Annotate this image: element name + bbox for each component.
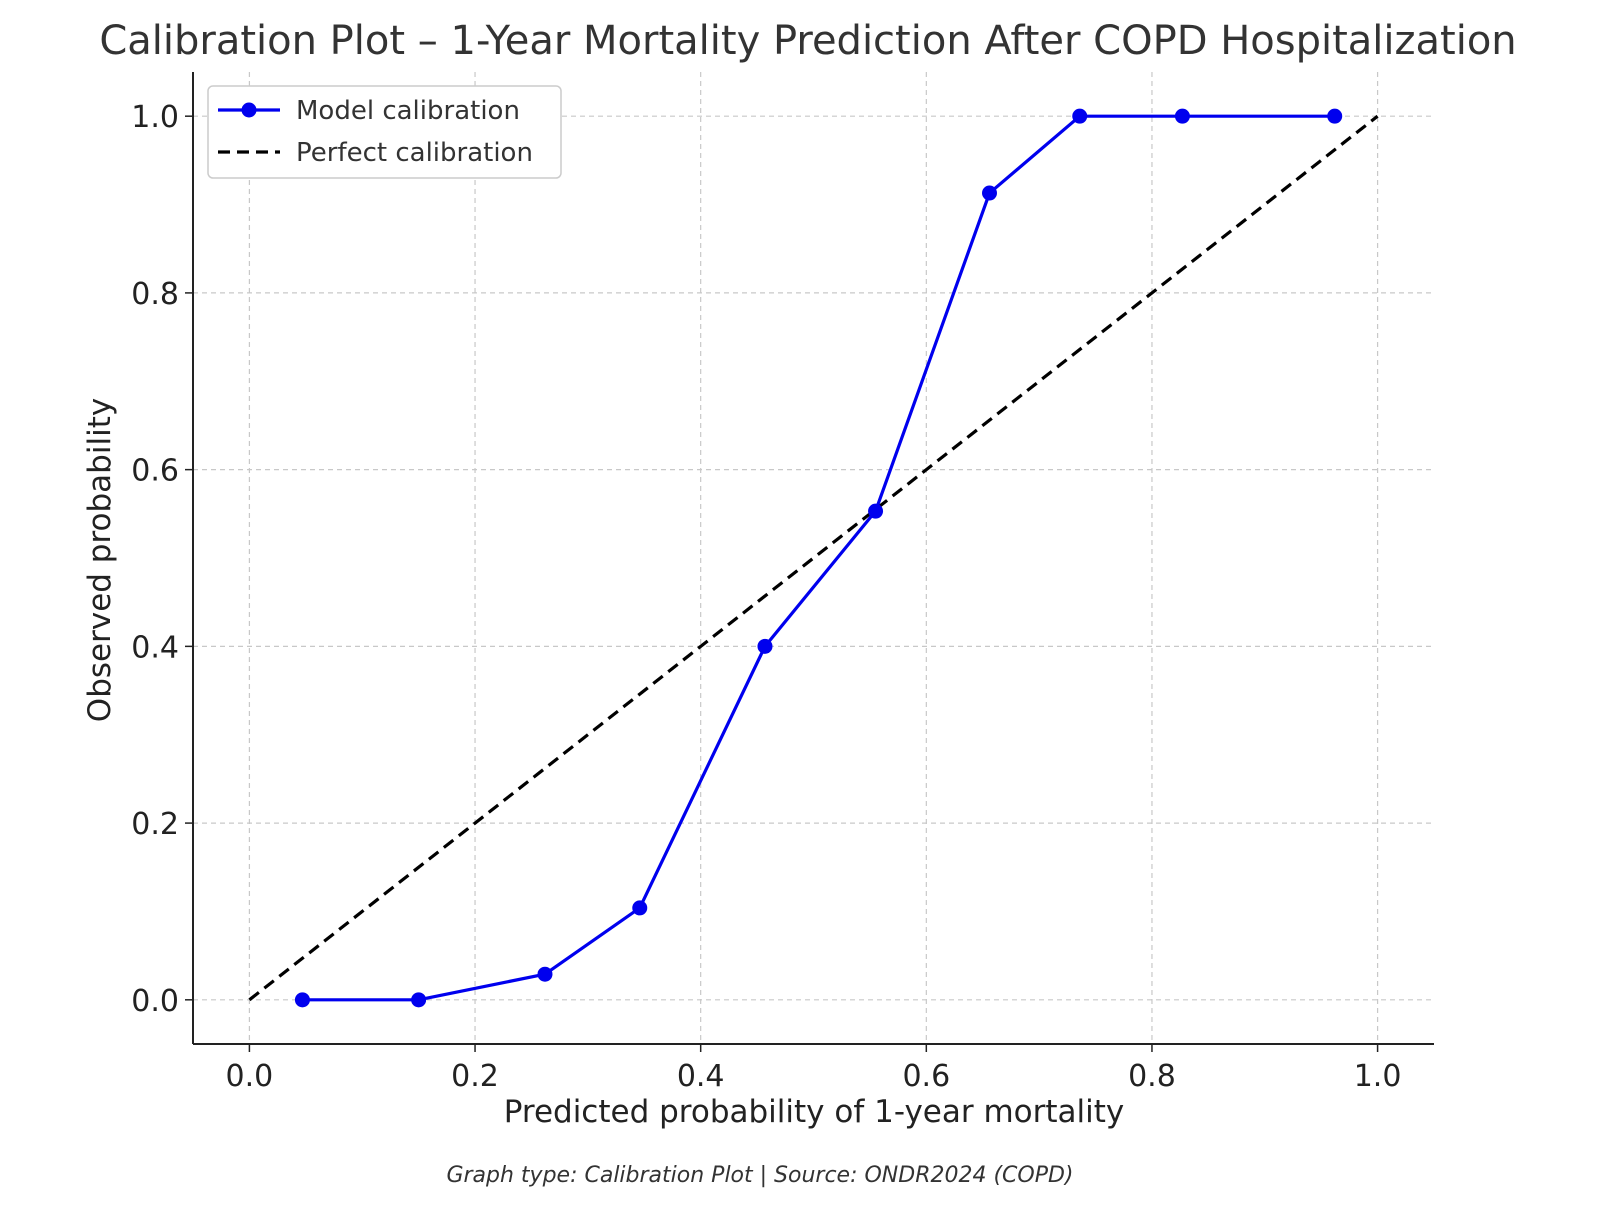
legend-marker-model xyxy=(241,102,257,118)
x-tick-label-2: 0.4 xyxy=(677,1059,725,1094)
model-calibration-point-9 xyxy=(1327,108,1343,124)
x-tick-label-4: 0.8 xyxy=(1128,1059,1176,1094)
y-tick-label-0: 0.0 xyxy=(131,984,179,1019)
grid-lines xyxy=(193,72,1434,1044)
model-calibration-point-7 xyxy=(1072,108,1088,124)
model-calibration-point-5 xyxy=(868,503,884,519)
model-calibration-point-4 xyxy=(757,638,773,654)
legend-label-perfect: Perfect calibration xyxy=(296,138,533,168)
x-tick-label-5: 1.0 xyxy=(1354,1059,1402,1094)
series-layer xyxy=(248,108,1379,1008)
y-tick-label-2: 0.4 xyxy=(131,630,179,665)
x-tick-label-0: 0.0 xyxy=(226,1059,274,1094)
x-tick-label-3: 0.6 xyxy=(902,1059,950,1094)
tick-labels: 0.0 0.2 0.4 0.6 0.8 1.0 0.0 0.2 0.4 0.6 0.8 1.0 xyxy=(131,100,1401,1094)
legend: Model calibration Perfect calibration xyxy=(207,85,562,179)
model-calibration-point-6 xyxy=(981,185,997,201)
perfect-calibration-line xyxy=(248,114,1379,1002)
chart-title: Calibration Plot – 1-Year Mortality Pred… xyxy=(99,18,1516,64)
model-calibration-point-8 xyxy=(1174,108,1190,124)
model-calibration-point-1 xyxy=(411,992,427,1008)
model-calibration-point-2 xyxy=(537,966,553,982)
x-tick-label-1: 0.2 xyxy=(451,1059,499,1094)
legend-label-model: Model calibration xyxy=(296,96,520,126)
model-calibration-point-0 xyxy=(294,992,310,1008)
y-tick-label-1: 0.2 xyxy=(131,807,179,842)
y-axis-label: Observed probability xyxy=(82,398,118,722)
y-tick-label-5: 1.0 xyxy=(131,100,179,135)
y-tick-label-4: 0.8 xyxy=(131,277,179,312)
model-calibration-line xyxy=(302,114,1335,1002)
legend-box xyxy=(207,85,562,179)
source-caption: Graph type: Calibration Plot | Source: O… xyxy=(446,1163,1073,1188)
x-axis-label: Predicted probability of 1-year mortalit… xyxy=(504,1094,1125,1130)
model-calibration-point-3 xyxy=(632,900,648,916)
axes xyxy=(192,72,1434,1045)
y-tick-label-3: 0.6 xyxy=(131,454,179,489)
